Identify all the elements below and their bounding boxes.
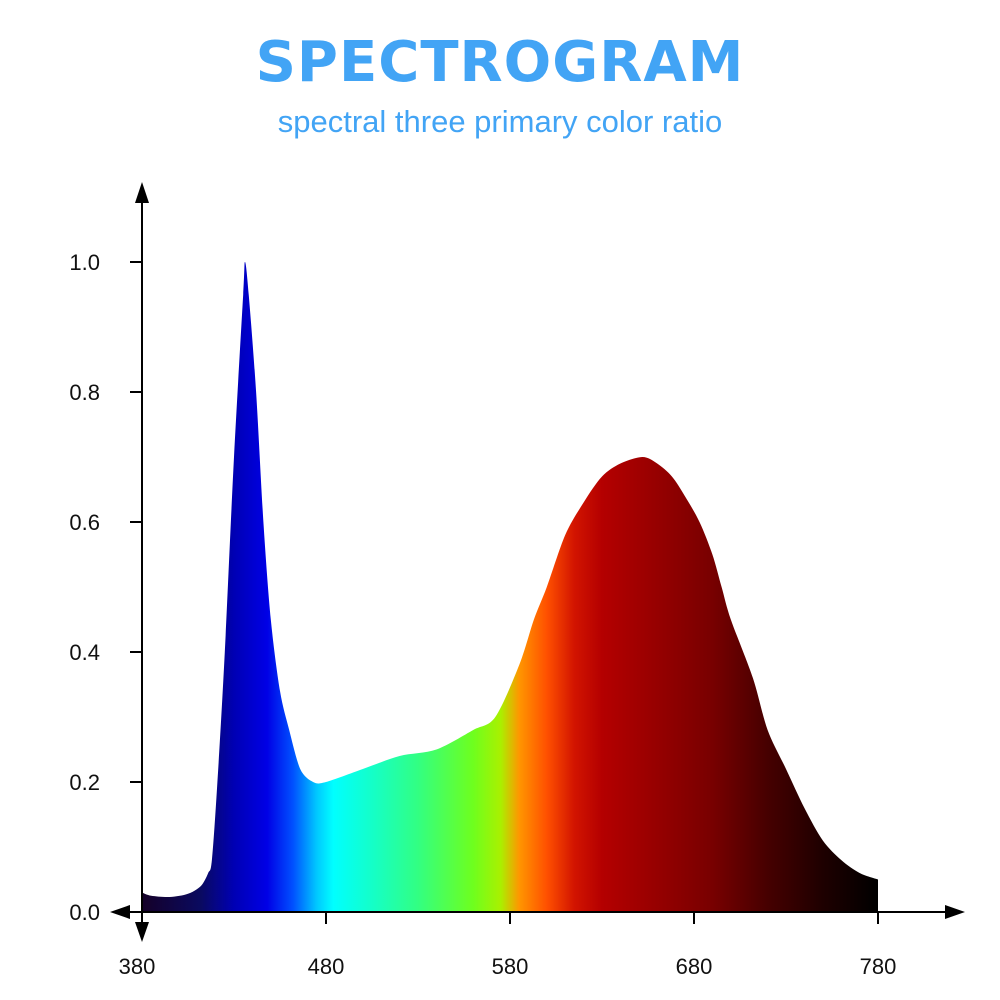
x-ticks: 380 480 580 680 780 [119, 912, 897, 979]
x-axis-arrow-right-icon [945, 905, 965, 919]
y-axis-arrow-down-icon [135, 922, 149, 942]
x-tick-label: 680 [676, 954, 713, 979]
x-tick-label: 380 [119, 954, 156, 979]
x-tick-label: 580 [492, 954, 529, 979]
chart-title: SPECTROGRAM [255, 30, 745, 95]
y-ticks: 0.0 0.2 0.4 0.6 0.8 1.0 [69, 250, 142, 925]
chart-subtitle: spectral three primary color ratio [277, 104, 723, 139]
y-axis-arrow-up-icon [135, 182, 149, 203]
y-tick-label: 0.6 [69, 510, 100, 535]
y-tick-label: 0.8 [69, 380, 100, 405]
y-tick-label: 1.0 [69, 250, 100, 275]
y-tick-label: 0.0 [69, 900, 100, 925]
x-tick-label: 780 [860, 954, 897, 979]
x-axis-arrow-left-icon [110, 905, 130, 919]
y-tick-label: 0.4 [69, 640, 100, 665]
spectrum-area [142, 262, 878, 912]
x-tick-label: 480 [308, 954, 345, 979]
axes [110, 182, 965, 942]
y-tick-label: 0.2 [69, 770, 100, 795]
